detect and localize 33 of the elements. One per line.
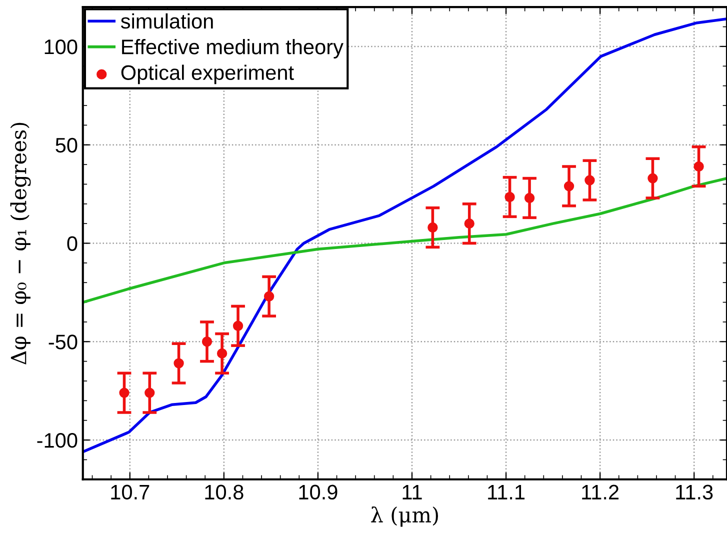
x-tick-label: 11.3 <box>676 484 713 500</box>
point <box>144 388 155 398</box>
y-tick-label: -100 <box>37 433 78 448</box>
y-tick-label: 100 <box>44 39 78 54</box>
y-tick-label: 50 <box>56 138 78 153</box>
legend-label: simulation <box>120 13 213 29</box>
point <box>564 181 574 192</box>
point <box>694 161 704 172</box>
y-tick-label: 0 <box>67 236 78 251</box>
x-tick-label: 10.9 <box>299 484 338 500</box>
legend-label: Optical experiment <box>121 64 294 84</box>
point <box>464 218 474 229</box>
point <box>174 358 184 368</box>
x-tick-label: 11.2 <box>582 484 619 500</box>
point <box>504 192 515 202</box>
y-tick-label: -50 <box>48 334 78 350</box>
x-tick-label: 10.8 <box>205 484 244 500</box>
point <box>216 348 228 359</box>
point <box>428 222 438 233</box>
legend-label: Effective medium theory <box>122 39 344 58</box>
point <box>232 320 244 331</box>
x-axis-title: λ (μm) <box>371 506 438 527</box>
x-tick-label: 11.1 <box>488 485 525 500</box>
x-tick-label: 11 <box>402 485 422 500</box>
point <box>584 175 595 186</box>
point <box>119 388 130 398</box>
point <box>648 173 658 184</box>
line-series <box>82 176 727 304</box>
x-tick-label: 10.7 <box>111 484 150 500</box>
point <box>264 291 274 302</box>
point <box>524 192 535 204</box>
point <box>202 336 212 347</box>
y-axis-title: Δφ = φ₀ − φ₁ (degrees) <box>10 122 31 364</box>
